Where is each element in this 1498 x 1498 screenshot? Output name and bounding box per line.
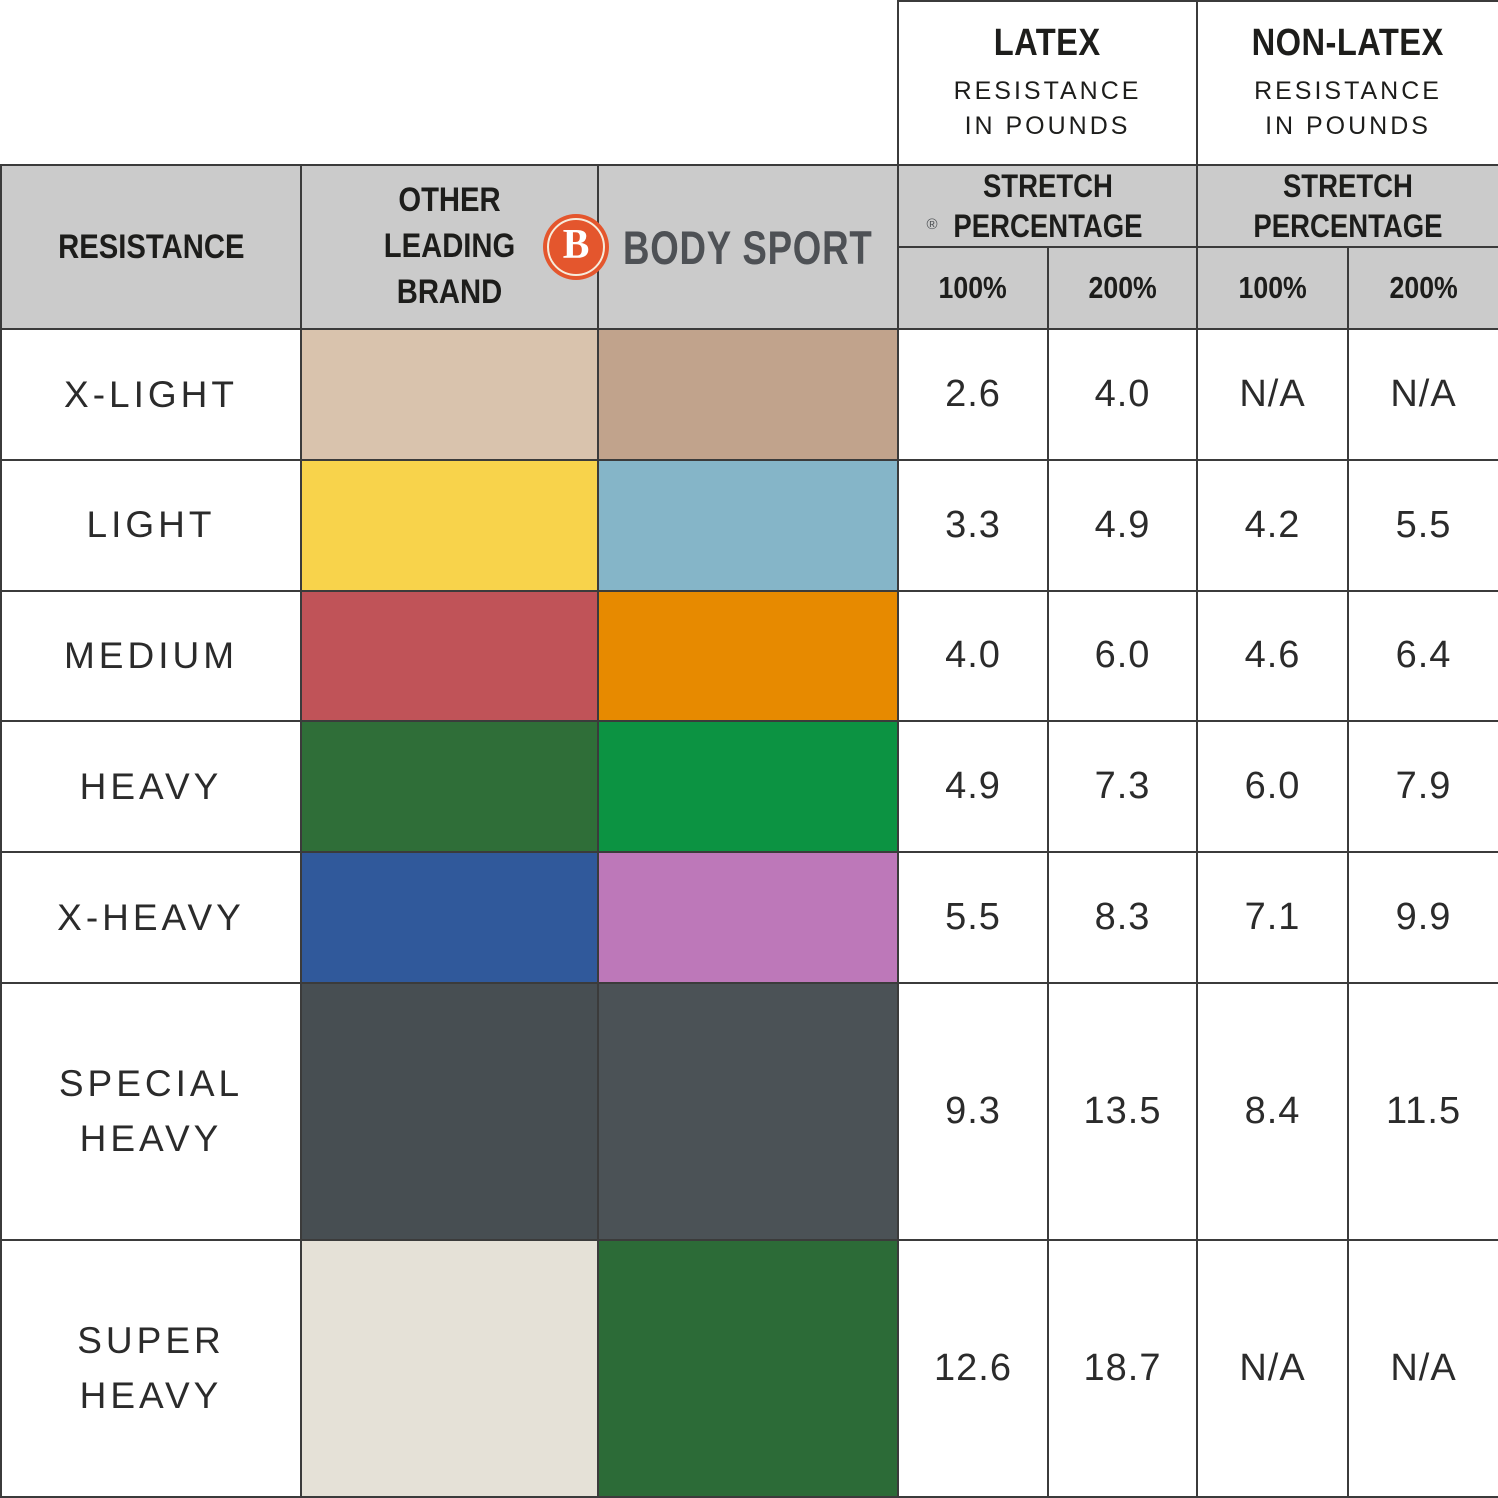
latex-100-value: 4.9 xyxy=(897,720,1050,854)
latex-100-value: 2.6 xyxy=(897,328,1050,461)
bodysport-brand-lockup: B BODY SPORT ® xyxy=(542,214,938,280)
latex-200-value: 8.3 xyxy=(1047,851,1199,984)
other-brand-swatch xyxy=(300,328,599,461)
non-latex-100-header-cell: 100% xyxy=(1196,246,1350,330)
other-brand-swatch xyxy=(300,851,599,984)
non-latex-100-value: 4.2 xyxy=(1196,458,1350,592)
latex-200-value: 13.5 xyxy=(1047,981,1199,1241)
table-row: X-LIGHT 2.6 4.0 N/A N/A xyxy=(0,328,1498,461)
latex-subtitle: RESISTANCE IN POUNDS xyxy=(953,77,1142,140)
non-latex-title: NON-LATEX xyxy=(1251,22,1445,64)
non-latex-200-value: 11.5 xyxy=(1347,981,1498,1241)
non-latex-100-header-label: 100% xyxy=(1238,270,1307,305)
non-latex-100-value: 4.6 xyxy=(1196,589,1350,723)
non-latex-200-value: 9.9 xyxy=(1347,851,1498,984)
other-brand-swatch xyxy=(300,981,599,1241)
latex-100-value: 3.3 xyxy=(897,458,1050,592)
row-label: SPECIAL HEAVY xyxy=(58,1062,244,1160)
non-latex-stretch-header-cell: STRETCH PERCENTAGE xyxy=(1196,164,1498,248)
table-row: MEDIUM 4.0 6.0 4.6 6.4 xyxy=(0,589,1498,723)
non-latex-200-header-label: 200% xyxy=(1389,270,1458,305)
row-label: HEAVY xyxy=(79,765,223,807)
table-row-percent-header: 100% 200% 100% 200% xyxy=(1,246,1498,330)
latex-stretch-header-label: STRETCH PERCENTAGE xyxy=(952,168,1143,244)
bodysport-logo-icon: B xyxy=(542,214,609,280)
non-latex-100-value: 6.0 xyxy=(1196,720,1350,854)
row-label-cell: X-HEAVY xyxy=(0,851,302,984)
latex-100-header-cell: 100% xyxy=(897,246,1050,330)
latex-100-value: 12.6 xyxy=(897,1238,1050,1498)
bodysport-swatch xyxy=(596,458,900,592)
non-latex-200-value: 7.9 xyxy=(1347,720,1498,854)
row-label: MEDIUM xyxy=(63,635,239,677)
bodysport-wordmark-wrap: BODY SPORT ® xyxy=(622,216,954,275)
latex-200-value: 6.0 xyxy=(1047,589,1199,723)
other-brand-swatch xyxy=(300,589,599,723)
non-latex-200-value: 6.4 xyxy=(1347,589,1498,723)
row-label-cell: LIGHT xyxy=(0,458,302,592)
latex-200-value: 18.7 xyxy=(1047,1238,1199,1498)
non-latex-header-cell: NON-LATEX RESISTANCE IN POUNDS xyxy=(1196,0,1498,166)
other-brand-swatch xyxy=(300,458,599,592)
latex-100-header-label: 100% xyxy=(938,270,1008,305)
row-label-cell: HEAVY xyxy=(0,720,302,854)
bodysport-swatch xyxy=(596,328,900,461)
other-brand-swatch xyxy=(300,1238,599,1498)
table-row-stretch-header: RESISTANCE OTHER LEADING BRAND B BODY SP… xyxy=(0,164,1498,330)
non-latex-subtitle: RESISTANCE IN POUNDS xyxy=(1254,77,1442,140)
bodysport-swatch xyxy=(596,589,900,723)
latex-200-header-cell: 200% xyxy=(1047,246,1199,330)
bodysport-wordmark: BODY SPORT xyxy=(622,220,873,274)
row-label: LIGHT xyxy=(86,504,216,546)
latex-200-value: 4.9 xyxy=(1047,458,1199,592)
row-label-cell: MEDIUM xyxy=(0,589,302,723)
non-latex-100-value: 7.1 xyxy=(1196,851,1350,984)
registered-trademark: ® xyxy=(926,215,938,233)
latex-200-value: 7.3 xyxy=(1047,720,1199,854)
resistance-header-cell: RESISTANCE xyxy=(0,164,302,330)
bodysport-logo-letter: B xyxy=(562,222,589,268)
non-latex-stretch-header-label: STRETCH PERCENTAGE xyxy=(1253,168,1443,244)
bodysport-swatch xyxy=(596,851,900,984)
non-latex-100-value: 8.4 xyxy=(1196,981,1350,1241)
latex-200-header-label: 200% xyxy=(1088,270,1157,305)
bodysport-header-cell: B BODY SPORT ® xyxy=(542,164,938,330)
table-row: HEAVY 4.9 7.3 6.0 7.9 xyxy=(0,720,1498,854)
resistance-header-label: RESISTANCE xyxy=(57,227,245,266)
latex-100-value: 4.0 xyxy=(897,589,1050,723)
table-row: SUPER HEAVY 12.6 18.7 N/A N/A xyxy=(0,1238,1498,1498)
latex-header-cell: LATEX RESISTANCE IN POUNDS xyxy=(897,0,1199,166)
latex-100-value: 5.5 xyxy=(897,851,1050,984)
table-row-top-header: LATEX RESISTANCE IN POUNDS NON-LATEX RES… xyxy=(1,0,1498,166)
row-label-cell: SPECIAL HEAVY xyxy=(0,981,302,1241)
table-row: X-HEAVY 5.5 8.3 7.1 9.9 xyxy=(0,851,1498,984)
table-row: SPECIAL HEAVY 9.3 13.5 8.4 11.5 xyxy=(0,981,1498,1241)
table-row: LIGHT 3.3 4.9 4.2 5.5 xyxy=(0,458,1498,592)
row-label: X-LIGHT xyxy=(64,373,238,415)
latex-200-value: 4.0 xyxy=(1047,328,1199,461)
other-brand-header-label: OTHER LEADING BRAND xyxy=(383,181,516,311)
bodysport-swatch xyxy=(596,1238,900,1498)
non-latex-200-value: 5.5 xyxy=(1347,458,1498,592)
row-label: SUPER HEAVY xyxy=(77,1319,225,1417)
top-left-blank-area xyxy=(1,1,899,165)
bodysport-swatch xyxy=(596,981,900,1241)
latex-100-value: 9.3 xyxy=(897,981,1050,1241)
non-latex-100-value: N/A xyxy=(1196,328,1350,461)
non-latex-200-value: N/A xyxy=(1347,1238,1498,1498)
bodysport-logo-ring: B xyxy=(546,218,605,276)
other-brand-header-cell: OTHER LEADING BRAND xyxy=(300,164,599,330)
row-label-cell: SUPER HEAVY xyxy=(0,1238,302,1498)
row-label: X-HEAVY xyxy=(57,896,245,938)
non-latex-200-header-cell: 200% xyxy=(1347,246,1498,330)
non-latex-100-value: N/A xyxy=(1196,1238,1350,1498)
latex-title: LATEX xyxy=(994,22,1101,64)
row-label-cell: X-LIGHT xyxy=(0,328,302,461)
latex-stretch-header-cell: STRETCH PERCENTAGE xyxy=(897,164,1199,248)
other-brand-swatch xyxy=(300,720,599,854)
bodysport-swatch xyxy=(596,720,900,854)
non-latex-200-value: N/A xyxy=(1347,328,1498,461)
